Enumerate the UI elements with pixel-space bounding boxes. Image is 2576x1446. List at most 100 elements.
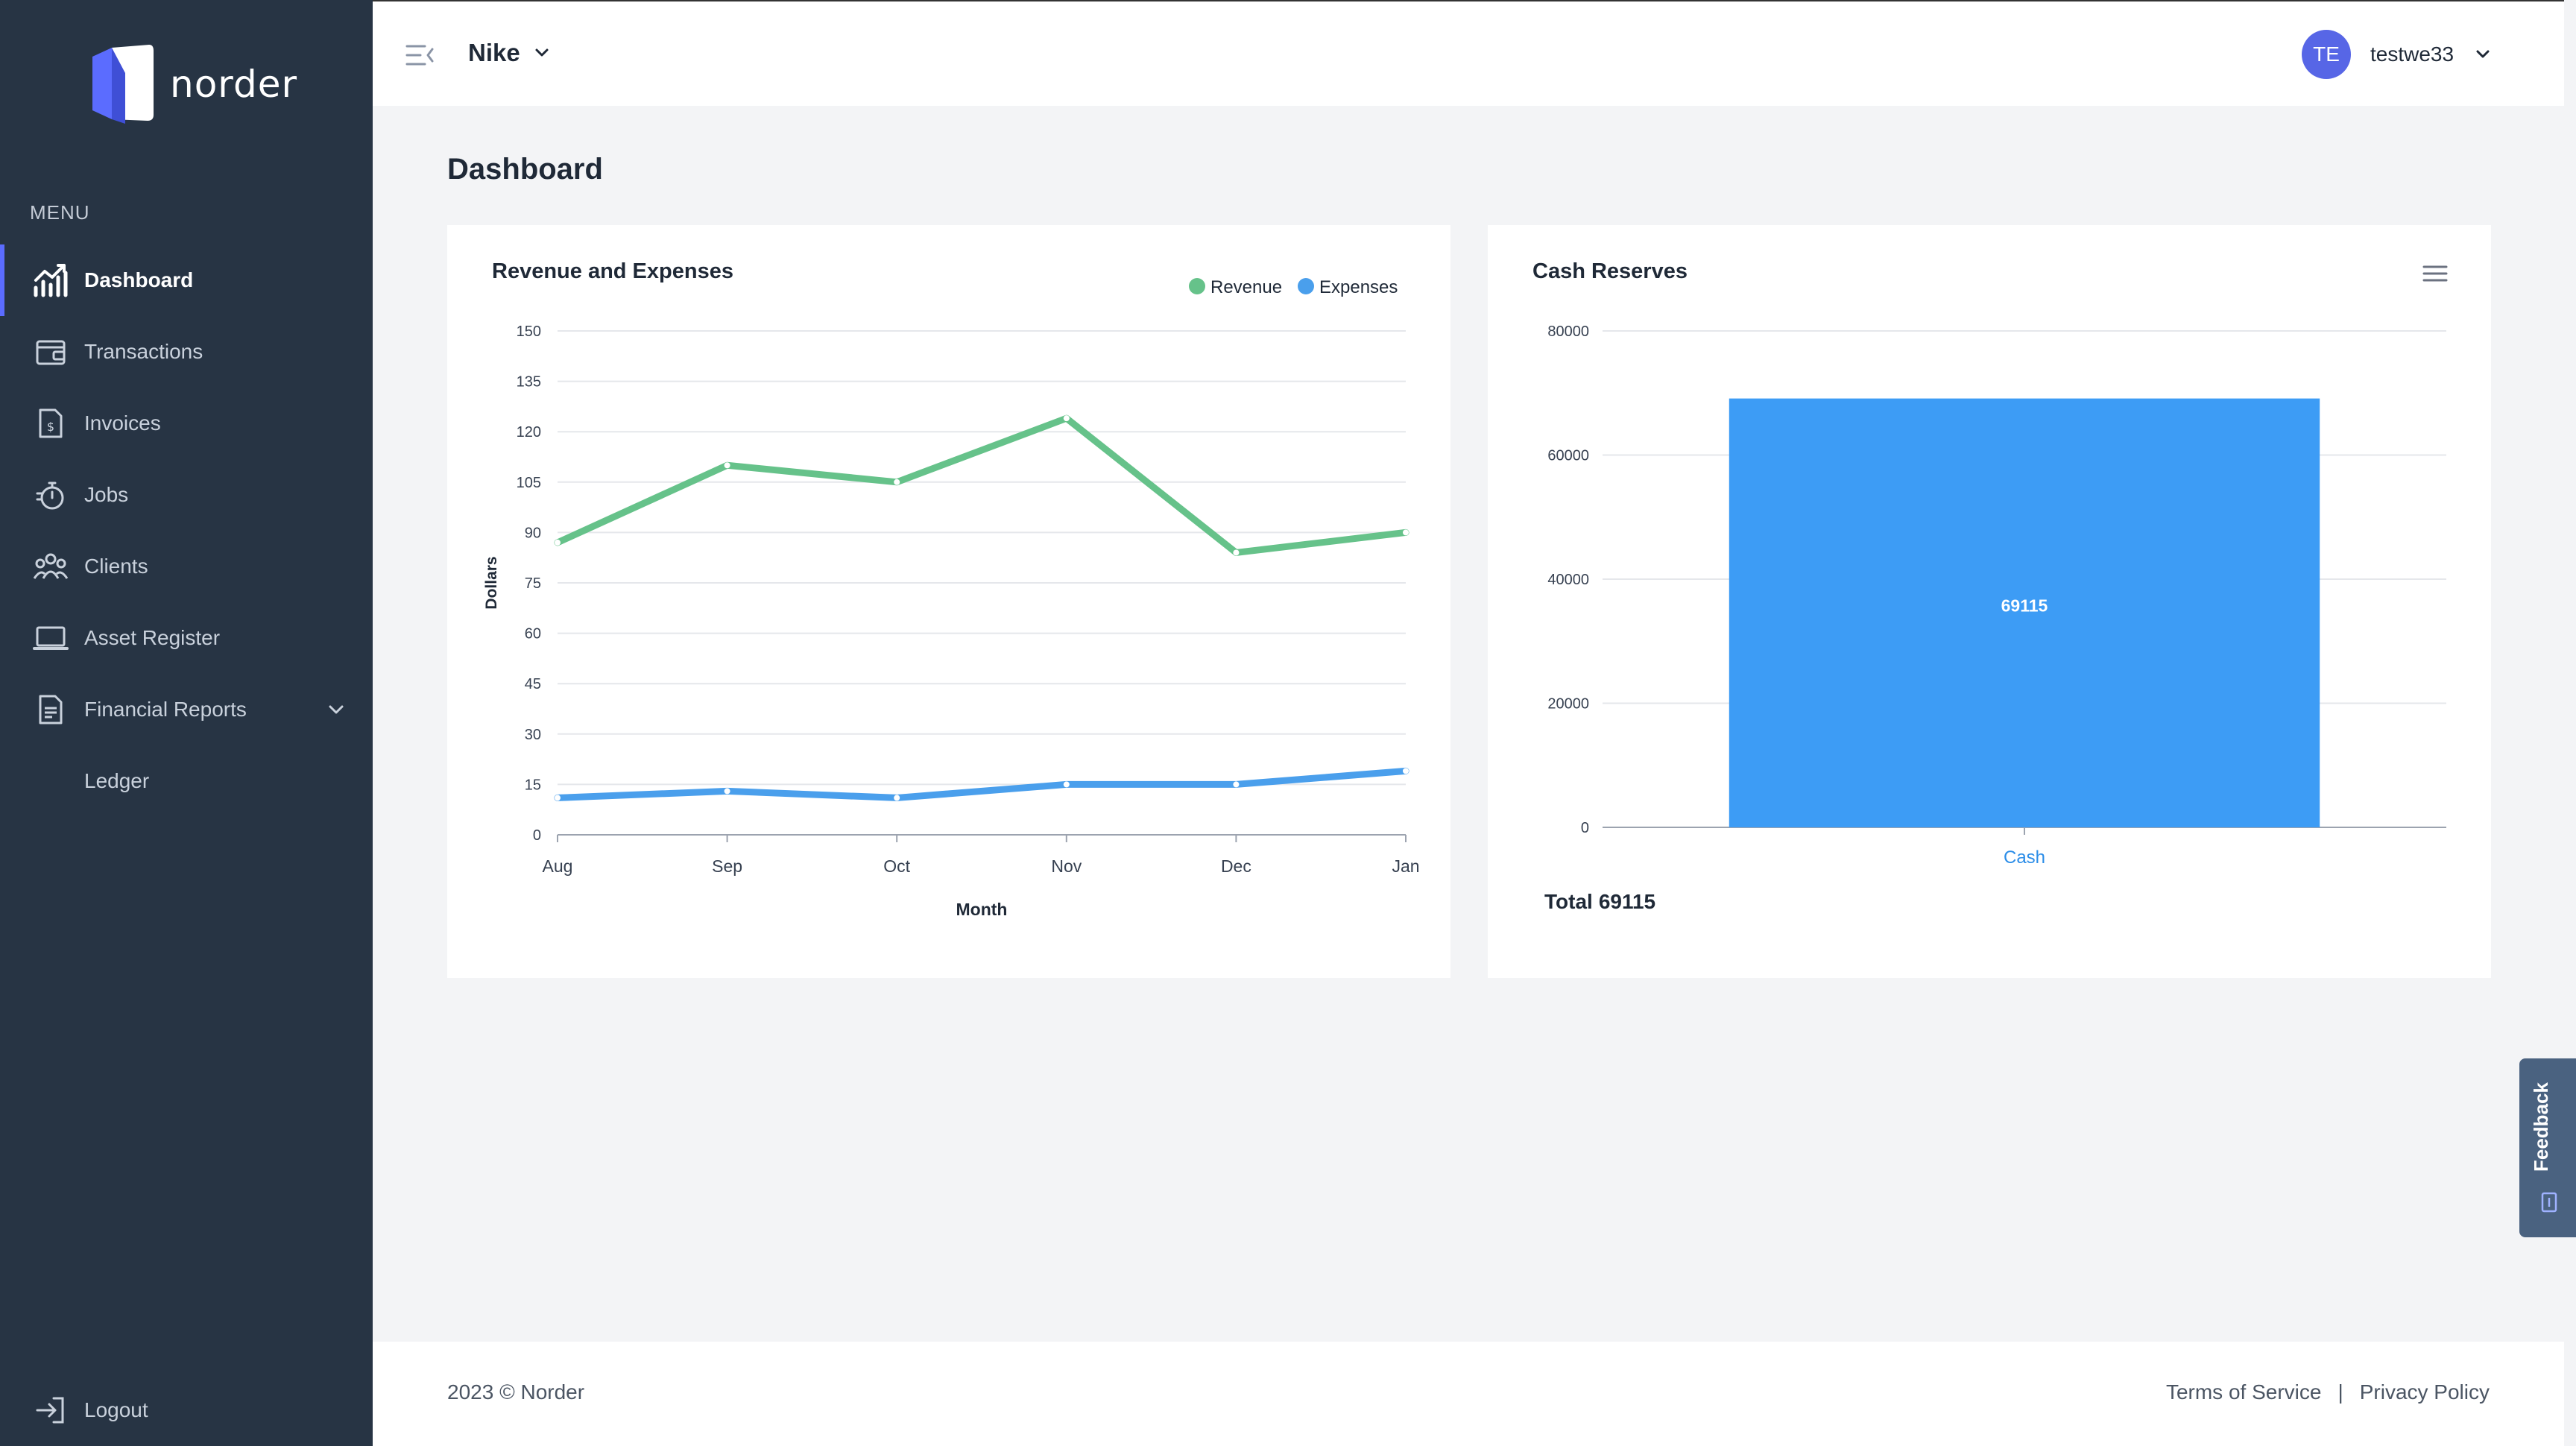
chart-title: Revenue and Expenses (492, 259, 733, 283)
cash-reserves-card: 0 20000 40000 60000 80000 69115 Cash Cash Rese… (1488, 225, 2491, 978)
data-point[interactable] (724, 462, 730, 469)
total-label: Total 69115 (1544, 890, 1655, 914)
logout-button[interactable]: Logout (0, 1380, 373, 1440)
data-point[interactable] (1233, 549, 1240, 556)
x-tick-label: Oct (883, 856, 910, 876)
data-point[interactable] (555, 539, 561, 546)
logout-icon (33, 1392, 69, 1428)
logo[interactable]: norder (89, 43, 297, 125)
menu-toggle-icon[interactable] (405, 40, 435, 70)
chevron-down-icon (329, 705, 344, 714)
feedback-label: Feedback (2530, 1082, 2552, 1172)
wallet-icon (33, 334, 69, 370)
sidebar-item-label: Clients (84, 555, 148, 578)
top-header: Nike TE testwe33 (373, 0, 2564, 106)
revenue-expenses-card: 0 15 30 45 60 75 90 105 120 135 150 Aug Sep Oct Nov Dec… (447, 225, 1450, 978)
company-selector[interactable]: Nike (468, 39, 552, 67)
footer: 2023 © Norder Terms of Service | Privacy… (373, 1342, 2564, 1446)
sidebar-item-label: Transactions (84, 340, 203, 363)
feedback-button[interactable]: Feedback (2519, 1058, 2576, 1237)
sidebar: norder MENU Dashboard Transactions $ Inv… (0, 0, 373, 1446)
chevron-down-icon (2476, 50, 2490, 58)
y-axis-label: Dollars (483, 556, 500, 609)
y-tick-label: 120 (517, 424, 541, 441)
series-line-revenue (554, 414, 1409, 556)
users-icon (33, 549, 69, 584)
data-point[interactable] (555, 795, 561, 801)
x-axis-label: Month (956, 900, 1008, 919)
data-point[interactable] (724, 788, 730, 795)
chart-title: Cash Reserves (1532, 259, 1688, 283)
x-tick-label: Nov (1051, 856, 1082, 876)
data-point[interactable] (1063, 415, 1070, 422)
y-tick-label: 75 (525, 575, 541, 592)
sidebar-item-transactions[interactable]: Transactions (0, 322, 373, 382)
sidebar-item-label: Dashboard (84, 268, 194, 291)
y-tick-label: 150 (517, 323, 541, 340)
sidebar-item-jobs[interactable]: Jobs (0, 465, 373, 525)
chart-menu-icon[interactable] (2422, 262, 2448, 285)
username: testwe33 (2370, 42, 2455, 66)
series-line-expenses (554, 767, 1409, 801)
x-tick-label: Aug (543, 856, 573, 876)
y-tick-label: 15 (525, 777, 541, 793)
y-tick-label: 60 (525, 626, 541, 643)
invoice-icon: $ (33, 405, 69, 441)
y-tick-label: 45 (525, 676, 541, 692)
y-tick-label: 30 (525, 727, 541, 743)
stopwatch-icon (33, 477, 69, 513)
copyright: 2023 © Norder (447, 1380, 585, 1404)
sidebar-item-label: Asset Register (84, 626, 221, 649)
feedback-icon (2541, 1192, 2557, 1213)
y-tick-label: 20000 (1547, 696, 1589, 713)
total-text: Total (1544, 890, 1593, 913)
sidebar-item-financial-reports[interactable]: Financial Reports (0, 680, 373, 739)
total-value: 69115 (1598, 890, 1656, 913)
y-tick-label: 135 (517, 374, 541, 391)
logout-label: Logout (84, 1398, 148, 1421)
laptop-icon (33, 620, 69, 656)
data-point[interactable] (1403, 768, 1409, 774)
chart-icon (33, 262, 69, 298)
sidebar-item-ledger[interactable]: Ledger (0, 751, 373, 811)
bar-cash[interactable] (1729, 398, 2320, 827)
logo-text: norder (170, 63, 298, 106)
x-tick-label: Dec (1221, 856, 1251, 876)
active-indicator (0, 244, 4, 316)
menu-title: MENU (30, 201, 90, 224)
page-title: Dashboard (447, 153, 603, 186)
sidebar-item-asset-register[interactable]: Asset Register (0, 608, 373, 668)
legend-marker (1298, 278, 1314, 294)
y-tick-label: 40000 (1547, 572, 1589, 588)
data-point[interactable] (1233, 781, 1240, 788)
y-tick-label: 90 (525, 525, 541, 541)
user-menu[interactable]: TE testwe33 (2302, 30, 2493, 79)
cash-reserves-chart: 0 20000 40000 60000 80000 69115 Cash (1547, 323, 2446, 868)
avatar: TE (2302, 30, 2351, 79)
revenue-expenses-chart: 0 15 30 45 60 75 90 105 120 135 150 Aug Sep Oct Nov Dec… (483, 277, 1420, 919)
data-point[interactable] (1403, 529, 1409, 536)
terms-link[interactable]: Terms of Service (2165, 1380, 2322, 1404)
norder-logo-icon (92, 45, 154, 124)
svg-text:$: $ (47, 420, 54, 434)
data-point[interactable] (894, 795, 900, 801)
y-tick-label: 60000 (1547, 448, 1589, 464)
company-name: Nike (468, 39, 520, 66)
legend-label[interactable]: Expenses (1319, 277, 1398, 297)
sidebar-item-label: Ledger (84, 769, 150, 792)
legend-marker (1189, 278, 1205, 294)
footer-separator: | (2337, 1380, 2343, 1404)
y-tick-label: 0 (1581, 820, 1589, 836)
sidebar-item-dashboard[interactable]: Dashboard (0, 244, 373, 316)
data-point[interactable] (894, 479, 900, 485)
footer-links: Terms of Service | Privacy Policy (2166, 1380, 2490, 1404)
sidebar-item-clients[interactable]: Clients (0, 537, 373, 596)
y-tick-label: 0 (533, 827, 541, 844)
y-tick-label: 105 (517, 475, 541, 491)
legend-label[interactable]: Revenue (1210, 277, 1282, 297)
privacy-link[interactable]: Privacy Policy (2359, 1380, 2490, 1404)
data-point[interactable] (1063, 781, 1070, 788)
x-tick-label: Sep (712, 856, 742, 876)
bar-data-label: 69115 (2001, 596, 2048, 615)
sidebar-item-invoices[interactable]: $ Invoices (0, 394, 373, 453)
